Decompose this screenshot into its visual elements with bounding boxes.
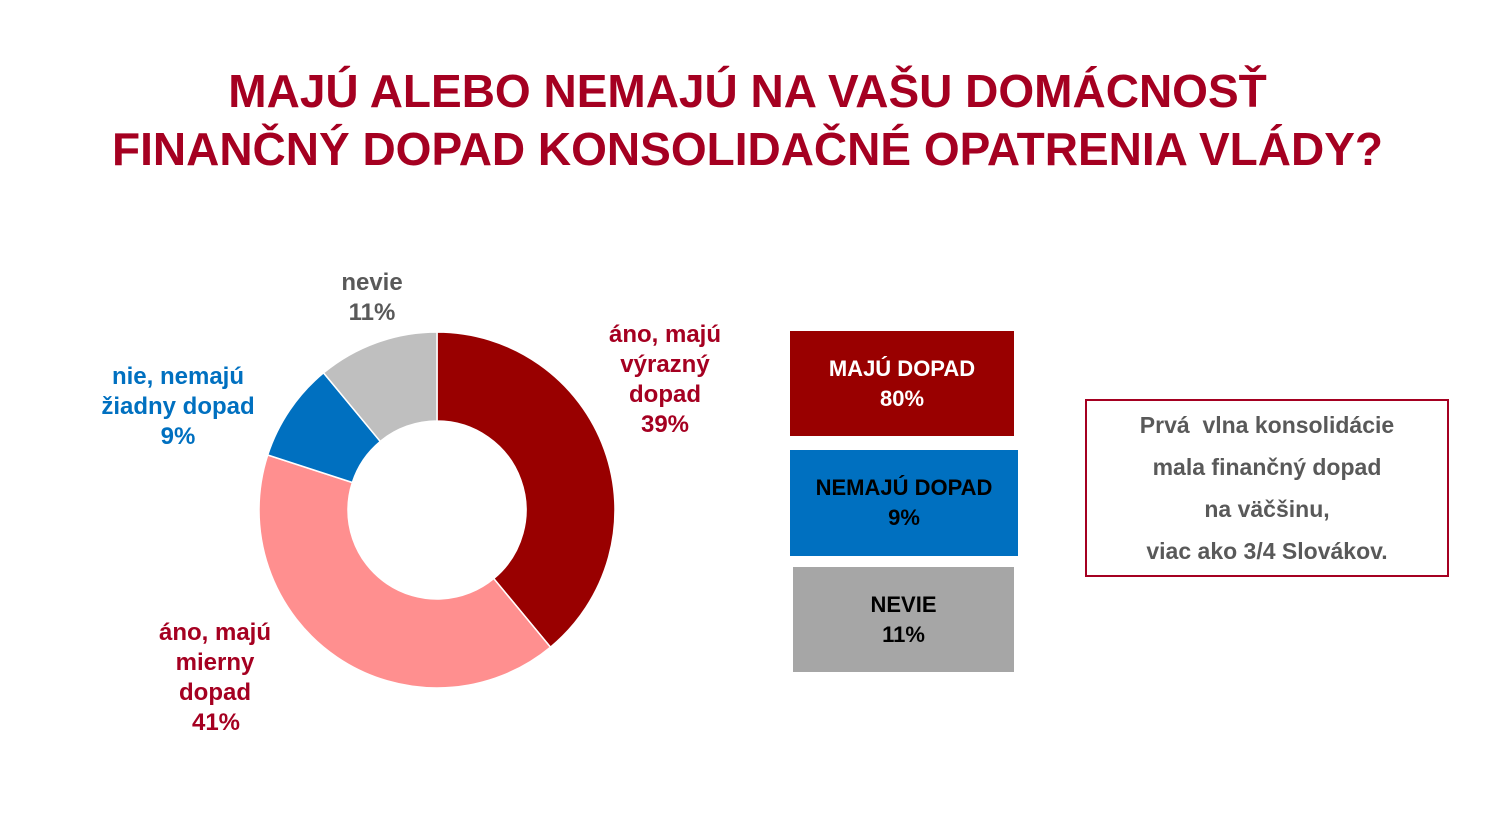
slice-label-vyrazny: áno, majú výrazný dopad 39%: [585, 320, 745, 440]
slice-label-nemaju-value: 9%: [160, 423, 196, 450]
slice-label-vyrazny-name: áno, majú výrazný dopad: [608, 321, 722, 408]
slice-label-mierny-value: 41%: [191, 709, 241, 736]
slice-label-nemaju-name: nie, nemajú žiadny dopad: [101, 363, 255, 420]
summary-box-nevie-label: NEVIE: [870, 591, 937, 617]
summary-box-nevie-value: 11%: [882, 621, 925, 647]
summary-box-nemaju-dopad-value: 9%: [888, 505, 920, 530]
summary-box-nevie: NEVIE 11%: [793, 567, 1014, 672]
note-line-3: na väčšinu,: [1204, 496, 1330, 522]
page-title: MAJÚ ALEBO NEMAJÚ NA VAŠU DOMÁCNOSŤ FINA…: [0, 62, 1495, 178]
summary-box-maju-dopad-value: 80%: [879, 385, 925, 411]
slice-label-nevie-value: 11%: [348, 299, 396, 326]
title-line-1: MAJÚ ALEBO NEMAJÚ NA VAŠU DOMÁCNOSŤ: [228, 65, 1267, 117]
summary-box-maju-dopad-label: MAJÚ DOPAD: [828, 355, 976, 381]
title-line-2: FINANČNÝ DOPAD KONSOLIDAČNÉ OPATRENIA VL…: [112, 123, 1383, 175]
donut-slice-vyrazny: [436, 331, 616, 649]
summary-box-maju-dopad: MAJÚ DOPAD 80%: [790, 331, 1014, 436]
slice-label-nevie-name: nevie: [341, 269, 403, 296]
slice-label-nemaju: nie, nemajú žiadny dopad 9%: [88, 362, 268, 452]
conclusion-note-box: Prvá vlna konsolidácie mala finančný dop…: [1085, 399, 1449, 577]
slice-label-mierny: áno, majú mierny dopad 41%: [135, 618, 295, 738]
slice-label-mierny-name: áno, majú mierny dopad: [158, 619, 272, 706]
slice-label-vyrazny-value: 39%: [640, 411, 690, 438]
donut-slice-nevie: [322, 331, 438, 443]
summary-box-nemaju-dopad-label: NEMAJÚ DOPAD: [815, 475, 993, 500]
note-line-1: Prvá vlna konsolidácie: [1139, 412, 1395, 438]
donut-slice-mierny: [258, 454, 552, 689]
slice-label-nevie: nevie 11%: [312, 268, 432, 328]
note-line-2: mala finančný dopad: [1152, 454, 1382, 480]
note-line-4: viac ako 3/4 Slovákov.: [1146, 538, 1388, 564]
summary-box-nemaju-dopad: NEMAJÚ DOPAD 9%: [790, 450, 1018, 556]
